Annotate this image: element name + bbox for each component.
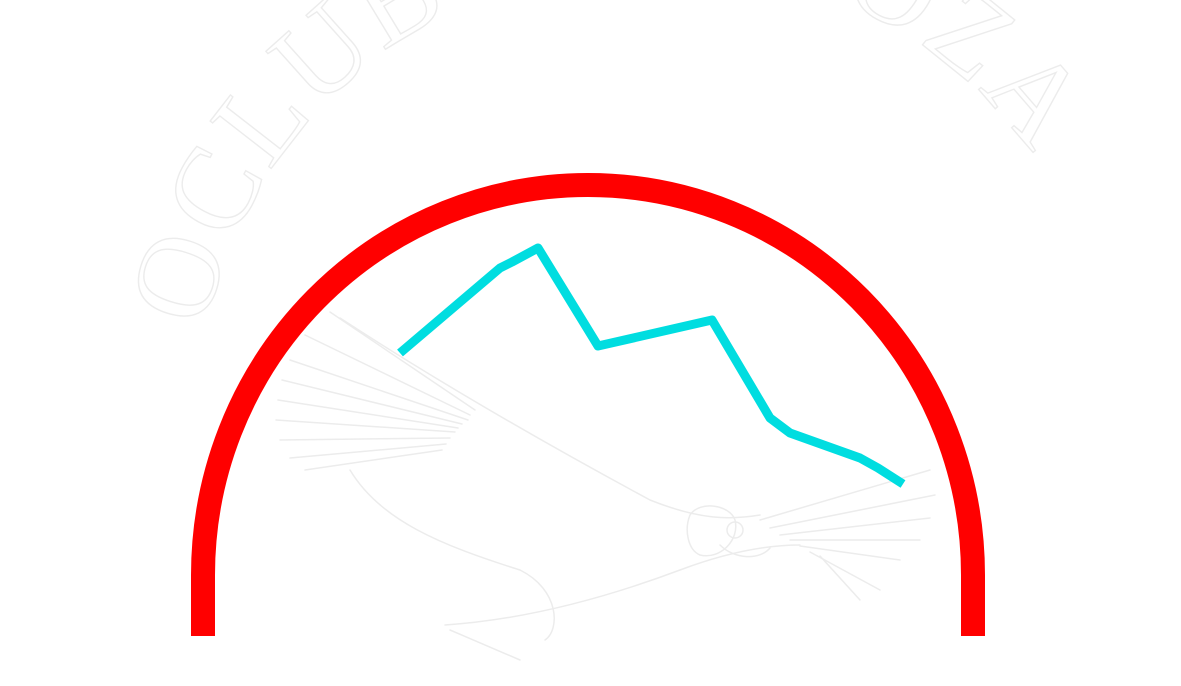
logo-title: OCLUB MENDOZA xyxy=(103,0,1116,337)
red-arc xyxy=(191,173,985,636)
logo-title-path: OCLUB MENDOZA xyxy=(102,0,1112,338)
condor-icon xyxy=(275,311,936,661)
mountain-ridge-icon xyxy=(397,243,906,488)
